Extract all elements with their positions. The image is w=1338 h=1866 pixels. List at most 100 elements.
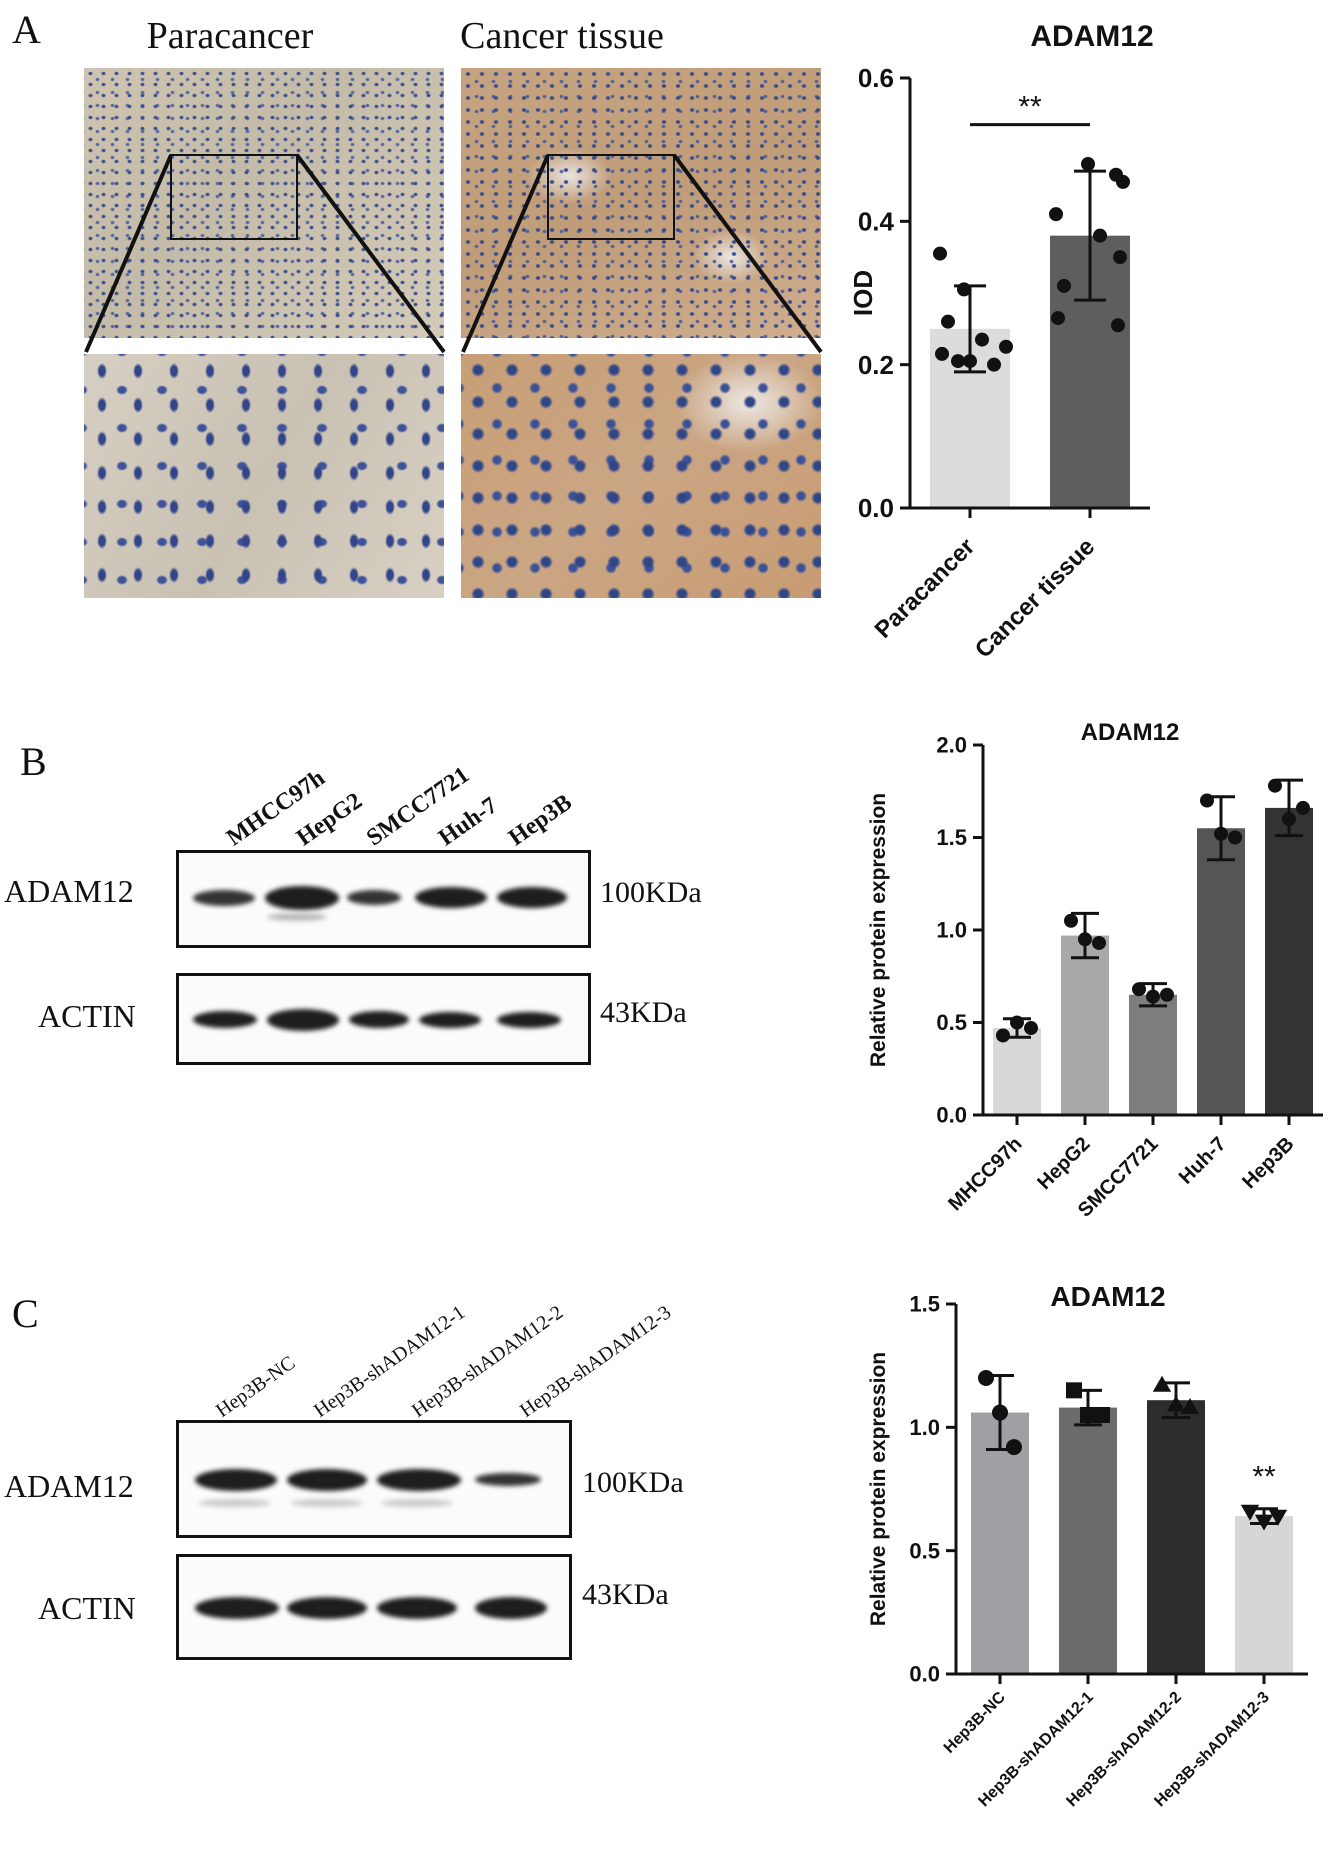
bar <box>993 1028 1041 1115</box>
blot-band <box>497 1012 561 1028</box>
x-tick-label: MHCC97h <box>944 1133 1026 1215</box>
row-label-adam12: ADAM12 <box>4 1468 134 1504</box>
data-point <box>1200 793 1214 808</box>
y-tick-label: 2.0 <box>936 733 967 758</box>
ihc-paracancer-high-mag <box>84 354 444 598</box>
blot-band <box>475 1473 541 1486</box>
bar <box>1265 807 1313 1115</box>
blot-band <box>377 1597 457 1619</box>
data-point <box>996 1028 1010 1043</box>
data-point <box>963 354 977 369</box>
y-tick-label: 0.0 <box>909 1662 940 1687</box>
bar <box>1147 1400 1205 1674</box>
bars <box>993 807 1313 1115</box>
panel-letter-c: C <box>12 1291 39 1336</box>
data-point <box>1111 318 1125 333</box>
y-tick-label: 1.0 <box>936 918 967 943</box>
y-axis-label: IOD <box>848 270 878 316</box>
data-point <box>1006 1439 1022 1456</box>
y-tick-label: 0.5 <box>936 1010 967 1035</box>
data-point <box>1113 250 1127 265</box>
blot-band <box>475 1597 547 1619</box>
bar <box>1129 994 1177 1115</box>
blot-band <box>347 890 401 905</box>
data-point <box>1080 1407 1096 1423</box>
guide-line <box>461 154 550 353</box>
blot-band <box>497 887 567 908</box>
guide-line <box>672 153 823 354</box>
y-tick-label: 0.4 <box>858 206 895 236</box>
blot-band-faint <box>267 913 327 921</box>
blot-band <box>193 1011 257 1028</box>
y-tick-label: 0.2 <box>858 350 894 380</box>
data-point <box>935 346 949 361</box>
panel-letter-a: A <box>12 7 41 52</box>
data-point <box>1010 1015 1024 1030</box>
data-point <box>933 246 947 261</box>
he-label-paracancer: Paracancer <box>146 15 314 57</box>
data-point <box>999 339 1013 354</box>
data-point <box>1296 800 1310 815</box>
x-tick-label: Huh-7 <box>1175 1133 1231 1189</box>
ihc-cancer-high-mag <box>461 354 821 598</box>
y-tick-label: 1.5 <box>936 825 967 850</box>
blot-band <box>419 1012 481 1028</box>
blot-band <box>193 890 255 906</box>
x-tick-label: Paracancer <box>870 533 981 644</box>
y-tick-label: 1.0 <box>909 1415 940 1440</box>
data-point <box>1160 987 1174 1002</box>
chart-2: ADAM12 Relative protein expression 0.0 0.5 1… <box>867 719 1323 1222</box>
blot-band <box>287 1597 367 1619</box>
zoom-box-paracancer <box>170 154 298 240</box>
data-point <box>992 1404 1008 1421</box>
data-point <box>1078 932 1092 947</box>
chart-title: ADAM12 <box>1030 20 1153 53</box>
data-point <box>1094 1407 1110 1423</box>
blot-band <box>265 886 339 910</box>
data-point <box>1092 935 1106 950</box>
data-point <box>1282 812 1296 826</box>
y-tick-label: 0.0 <box>936 1103 967 1128</box>
western-blot-actin <box>176 1554 572 1660</box>
x-tick-label: Hep3B <box>1238 1133 1298 1193</box>
blot-band-faint <box>291 1499 363 1507</box>
panel-letter-b: B <box>20 739 47 784</box>
guide-line <box>295 153 446 354</box>
x-tick-label: Hep3B-NC <box>941 1688 1009 1756</box>
data-point <box>1093 228 1107 243</box>
data-point <box>1051 311 1065 326</box>
chart-title: ADAM12 <box>1081 719 1180 746</box>
kda-label: 43KDa <box>582 1578 669 1611</box>
data-point <box>1214 826 1228 841</box>
data-point <box>941 314 955 329</box>
zoom-box-cancer <box>547 154 675 240</box>
data-point <box>1066 1382 1082 1399</box>
blot-band-faint <box>199 1499 271 1507</box>
data-point <box>1254 1514 1274 1531</box>
kda-label: 100KDa <box>582 1466 684 1499</box>
bar <box>1061 935 1109 1115</box>
row-label-actin: ACTIN <box>38 1590 136 1626</box>
data-point <box>1049 207 1063 222</box>
data-point <box>1024 1021 1038 1036</box>
data-point <box>1268 1509 1288 1526</box>
bar <box>1059 1407 1117 1674</box>
data-point <box>1132 982 1146 997</box>
data-point <box>1116 174 1130 189</box>
blot-band <box>415 887 487 908</box>
data-point <box>975 332 989 347</box>
y-axis-label: Relative protein expression <box>867 793 890 1067</box>
x-tick-label: Cancer tissue <box>970 533 1100 663</box>
y-tick-label: 1.5 <box>909 1292 940 1317</box>
y-tick-label: 0.6 <box>858 63 894 93</box>
blot-band <box>349 1011 409 1028</box>
data-point <box>1152 1375 1172 1392</box>
bar <box>971 1412 1029 1674</box>
magnification-guides <box>84 153 823 354</box>
western-blot-adam12 <box>176 850 591 948</box>
row-label-adam12: ADAM12 <box>4 873 134 909</box>
data-point <box>1146 989 1160 1004</box>
data-point <box>1081 157 1095 171</box>
